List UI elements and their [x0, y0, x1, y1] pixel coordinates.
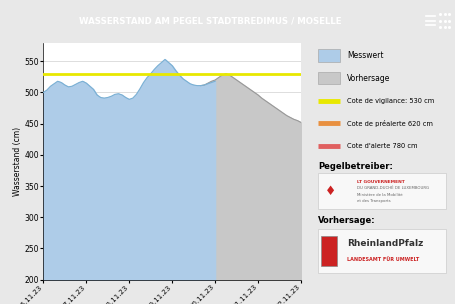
Bar [317, 49, 339, 62]
Text: WASSERSTAND AM PEGEL STADTBREDIMUS / MOSELLE: WASSERSTAND AM PEGEL STADTBREDIMUS / MOS… [78, 16, 340, 25]
Text: Cote de préalerte 620 cm: Cote de préalerte 620 cm [346, 120, 432, 127]
Text: Messwert: Messwert [346, 51, 383, 60]
Text: Vorhersage:: Vorhersage: [317, 216, 375, 225]
Text: LT GOUVERNEMENT: LT GOUVERNEMENT [356, 180, 404, 184]
Y-axis label: Wasserstand (cm): Wasserstand (cm) [13, 126, 22, 196]
Text: Vorhersage: Vorhersage [346, 74, 389, 82]
Text: Cote d'alerte 780 cm: Cote d'alerte 780 cm [346, 143, 417, 149]
Text: LANDESAMT FÜR UMWELT: LANDESAMT FÜR UMWELT [346, 257, 419, 262]
Text: ♦: ♦ [324, 185, 335, 198]
Bar [320, 236, 337, 266]
Text: Pegelbetreiber:: Pegelbetreiber: [317, 162, 392, 171]
Text: DU GRAND-DUCHÉ DE LUXEMBOURG: DU GRAND-DUCHÉ DE LUXEMBOURG [356, 186, 428, 191]
Text: Ministère de la Mobilité: Ministère de la Mobilité [356, 193, 402, 197]
Text: RheinlandPfalz: RheinlandPfalz [346, 239, 422, 248]
Bar [317, 71, 339, 85]
Text: et des Transports: et des Transports [356, 199, 389, 203]
Bar [317, 229, 445, 273]
Bar [317, 173, 445, 209]
Text: Cote de vigilance: 530 cm: Cote de vigilance: 530 cm [346, 98, 434, 104]
